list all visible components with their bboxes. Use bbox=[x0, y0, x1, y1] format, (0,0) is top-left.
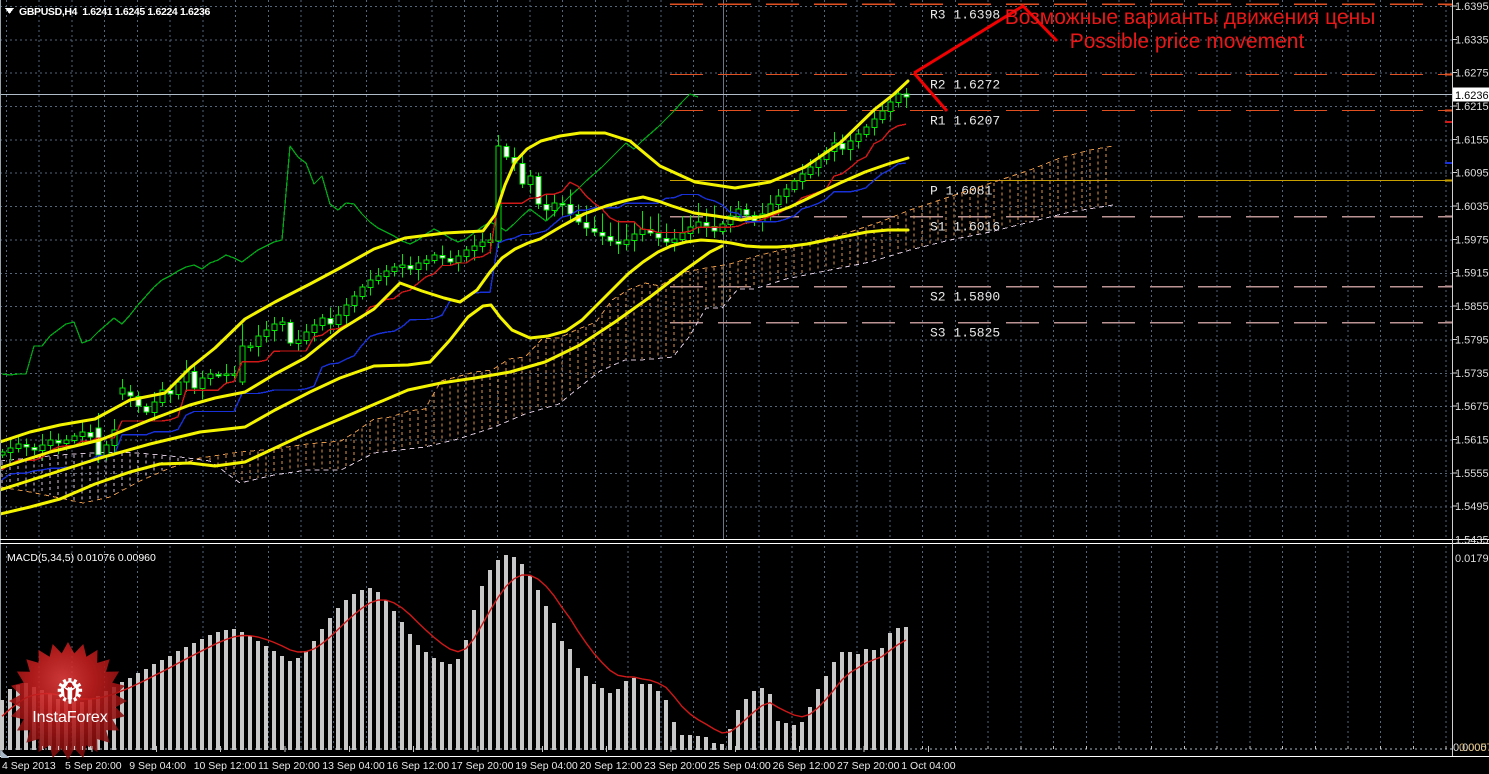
svg-text:1.5435: 1.5435 bbox=[1455, 535, 1489, 547]
svg-text:S3 1.5825: S3 1.5825 bbox=[930, 326, 1000, 341]
svg-text:13 Sep 04:00: 13 Sep 04:00 bbox=[322, 760, 385, 772]
svg-text:17 Sep 20:00: 17 Sep 20:00 bbox=[451, 760, 514, 772]
svg-text:1.5675: 1.5675 bbox=[1455, 401, 1489, 413]
svg-text:25 Sep 04:00: 25 Sep 04:00 bbox=[708, 760, 771, 772]
svg-text:1.6095: 1.6095 bbox=[1455, 168, 1489, 180]
svg-text:20 Sep 12:00: 20 Sep 12:00 bbox=[580, 760, 643, 772]
svg-text:1.6275: 1.6275 bbox=[1455, 68, 1489, 80]
svg-text:23 Sep 20:00: 23 Sep 20:00 bbox=[644, 760, 707, 772]
svg-text:1.6395: 1.6395 bbox=[1455, 1, 1489, 13]
svg-text:1.5975: 1.5975 bbox=[1455, 234, 1489, 246]
svg-text:1.6215: 1.6215 bbox=[1455, 101, 1489, 113]
svg-text:S2 1.5890: S2 1.5890 bbox=[930, 290, 1000, 305]
svg-text:S1 1.6016: S1 1.6016 bbox=[930, 220, 1000, 235]
svg-text:5 Sep 20:00: 5 Sep 20:00 bbox=[65, 760, 122, 772]
svg-text:1.5795: 1.5795 bbox=[1455, 334, 1489, 346]
svg-text:1.5855: 1.5855 bbox=[1455, 301, 1489, 313]
svg-text:Possible price movement: Possible price movement bbox=[1070, 30, 1305, 53]
svg-text:27 Sep 20:00: 27 Sep 20:00 bbox=[837, 760, 900, 772]
svg-text:R3 1.6398: R3 1.6398 bbox=[930, 7, 1000, 22]
svg-text:19 Sep 04:00: 19 Sep 04:00 bbox=[515, 760, 578, 772]
svg-text:1 Oct 04:00: 1 Oct 04:00 bbox=[901, 760, 955, 772]
svg-text:1.5555: 1.5555 bbox=[1455, 468, 1489, 480]
svg-text:R1 1.6207: R1 1.6207 bbox=[930, 114, 1000, 129]
svg-text:0.0000: 0.0000 bbox=[1453, 742, 1487, 754]
svg-text:InstaForex: InstaForex bbox=[32, 709, 108, 726]
svg-text:1.5615: 1.5615 bbox=[1455, 434, 1489, 446]
svg-text:1.5915: 1.5915 bbox=[1455, 268, 1489, 280]
svg-text:11 Sep 20:00: 11 Sep 20:00 bbox=[258, 760, 320, 772]
svg-text:1.6155: 1.6155 bbox=[1455, 134, 1489, 146]
svg-text:GBPUSD,H4 1.6241 1.6245 1.622: GBPUSD,H4 1.6241 1.6245 1.6224 1.6236 bbox=[19, 6, 211, 18]
svg-text:1.6035: 1.6035 bbox=[1455, 201, 1489, 213]
svg-text:26 Sep 12:00: 26 Sep 12:00 bbox=[773, 760, 836, 772]
svg-text:1.5495: 1.5495 bbox=[1455, 501, 1489, 513]
svg-text:0.0057: 0.0057 bbox=[1459, 742, 1489, 754]
svg-text:9 Sep 04:00: 9 Sep 04:00 bbox=[129, 760, 186, 772]
svg-text:Возможные варианты движения це: Возможные варианты движения цены bbox=[1005, 6, 1376, 29]
svg-text:MACD(5,34,5) 0.01076 0.00960: MACD(5,34,5) 0.01076 0.00960 bbox=[7, 552, 156, 564]
svg-text:1.6335: 1.6335 bbox=[1455, 34, 1489, 46]
svg-text:1.5735: 1.5735 bbox=[1455, 368, 1489, 380]
svg-text:4 Sep 2013: 4 Sep 2013 bbox=[2, 760, 56, 772]
svg-text:16 Sep 12:00: 16 Sep 12:00 bbox=[387, 760, 450, 772]
svg-text:R2 1.6272: R2 1.6272 bbox=[930, 77, 1000, 92]
svg-text:P 1.6081: P 1.6081 bbox=[930, 184, 993, 199]
svg-text:10 Sep 12:00: 10 Sep 12:00 bbox=[194, 760, 257, 772]
svg-text:0.0179: 0.0179 bbox=[1455, 553, 1489, 565]
svg-text:1.6236: 1.6236 bbox=[1455, 90, 1489, 102]
